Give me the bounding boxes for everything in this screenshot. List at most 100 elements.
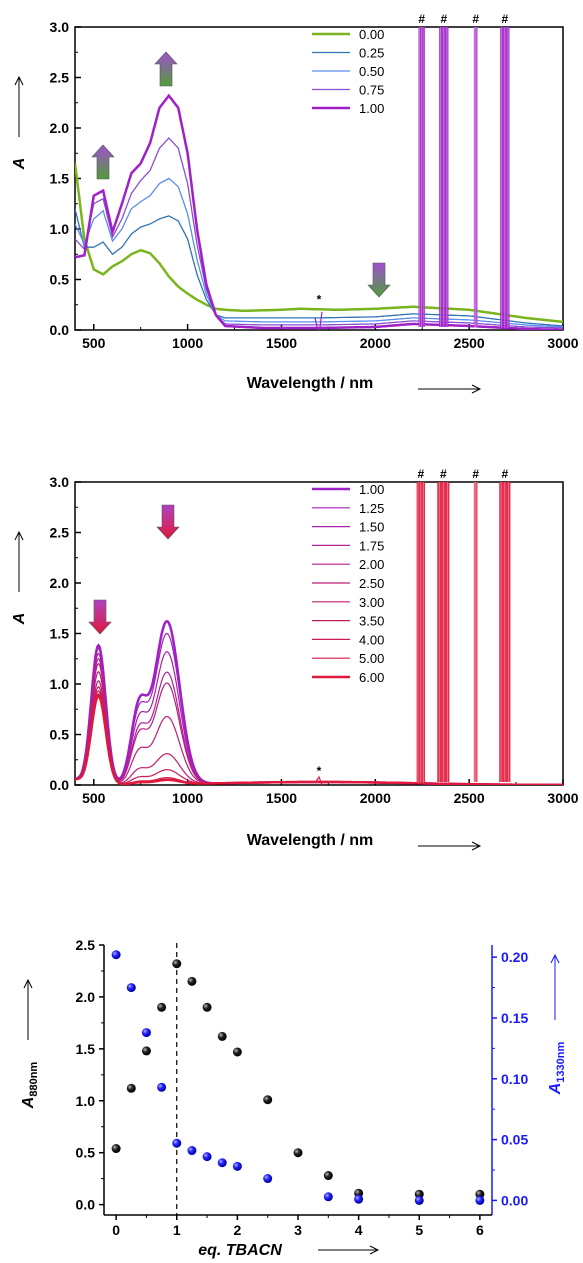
x-tick-label: 1500 bbox=[266, 790, 297, 806]
y-axis-label: A bbox=[11, 613, 28, 626]
x-tick-label: 2 bbox=[233, 1222, 241, 1238]
legend-label: 3.00 bbox=[359, 595, 384, 610]
scatter-point-a1330 bbox=[141, 1028, 151, 1038]
scatter-point-a880 bbox=[187, 976, 197, 986]
x-axis-label: Wavelength / nm bbox=[247, 375, 374, 392]
scatter-point-a1330 bbox=[111, 950, 121, 960]
y-tick-label: 1.5 bbox=[50, 626, 70, 642]
y-tick-label: 3.0 bbox=[50, 19, 70, 35]
y-tick-label: 2.5 bbox=[50, 70, 70, 86]
scatter-point-a880 bbox=[172, 959, 182, 969]
artifact-glitch bbox=[314, 311, 323, 330]
y2-tick-label: 0.20 bbox=[501, 949, 528, 965]
y-axis-label-main: A bbox=[20, 1097, 37, 1110]
scatter-point-a880 bbox=[217, 1031, 227, 1041]
x-axis-label: Wavelength / nm bbox=[247, 832, 374, 849]
x-tick-label: 2500 bbox=[454, 790, 485, 806]
x-tick-label: 3000 bbox=[547, 790, 578, 806]
scatter-point-a880 bbox=[232, 1047, 242, 1057]
y2-tick-label: 0.00 bbox=[501, 1192, 528, 1208]
scatter-point-a1330 bbox=[202, 1152, 212, 1162]
y-tick-label: 0.5 bbox=[50, 727, 70, 743]
increase-arrow-icon bbox=[154, 51, 178, 87]
y2-tick-label: 0.10 bbox=[501, 1071, 528, 1087]
x-tick-label: 2500 bbox=[454, 335, 485, 351]
scatter-point-a880 bbox=[323, 1171, 333, 1181]
x-axis-label: eq. TBACN bbox=[198, 1242, 282, 1259]
x-tick-label: 2000 bbox=[360, 335, 391, 351]
x-tick-label: 2000 bbox=[360, 790, 391, 806]
decrease-arrow-icon bbox=[88, 599, 112, 635]
scatter-point-a880 bbox=[475, 1189, 485, 1199]
y-axis-label: A880nm bbox=[20, 1062, 40, 1110]
legend-label: 1.00 bbox=[359, 482, 384, 497]
y-tick-label: 0.0 bbox=[76, 1197, 96, 1213]
y-tick-label: 3.0 bbox=[50, 474, 70, 490]
x-axis-arrow-head bbox=[471, 841, 482, 851]
legend-label: 1.25 bbox=[359, 501, 384, 516]
x-tick-label: 5 bbox=[415, 1222, 423, 1238]
y-axis-label-sub: 880nm bbox=[28, 1062, 40, 1097]
scatter-point-a1330 bbox=[217, 1158, 227, 1168]
scatter-point-a1330 bbox=[157, 1082, 167, 1092]
increase-arrow-icon bbox=[91, 144, 115, 180]
y-tick-label: 0.5 bbox=[50, 272, 70, 288]
y-tick-label: 1.0 bbox=[76, 1093, 96, 1109]
hash-annotation: # bbox=[440, 467, 447, 481]
absorbance-spectrum-panel-middle: 0.0 0.5 1.0 1.5 2.0 2.5 3.0 500 1000 1500 2000 2500… bbox=[11, 467, 579, 851]
hash-annotation: # bbox=[417, 467, 424, 481]
legend-label: 0.00 bbox=[359, 27, 384, 42]
spectrum-line-1-00 bbox=[75, 619, 563, 785]
absorbance-spectrum-panel-upper: 0.0 0.5 1.0 1.5 2.0 2.5 3.0 500 1000 1500 2000 2500… bbox=[11, 12, 579, 394]
legend-label: 5.00 bbox=[359, 651, 384, 666]
hash-annotation: # bbox=[501, 12, 508, 26]
scatter-point-a880 bbox=[126, 1083, 136, 1093]
x-axis-arrow-head bbox=[471, 384, 482, 394]
spectrum-line-1-00 bbox=[75, 93, 563, 330]
hash-annotation: # bbox=[501, 467, 508, 481]
legend-label: 1.50 bbox=[359, 520, 384, 535]
y-tick-label: 0.5 bbox=[76, 1145, 96, 1161]
y-tick-label: 1.0 bbox=[50, 676, 70, 692]
spectrum-line-6-00 bbox=[75, 694, 563, 785]
scatter-point-a880 bbox=[414, 1189, 424, 1199]
x-tick-label: 500 bbox=[82, 335, 106, 351]
legend-label: 3.50 bbox=[359, 614, 384, 629]
x-tick-label: 500 bbox=[82, 790, 106, 806]
scatter-point-a880 bbox=[263, 1095, 273, 1105]
spectrum-line-0-75 bbox=[75, 137, 563, 329]
scatter-point-a1330 bbox=[414, 1195, 424, 1205]
artifact-glitch bbox=[314, 775, 323, 785]
spectrum-line-0-25 bbox=[75, 208, 563, 327]
decrease-arrow-icon bbox=[367, 262, 391, 298]
hash-annotation: # bbox=[472, 467, 479, 481]
legend-label: 0.50 bbox=[359, 64, 384, 79]
x-tick-label: 1000 bbox=[172, 335, 203, 351]
scatter-point-a1330 bbox=[187, 1146, 197, 1156]
y2-tick-label: 0.15 bbox=[501, 1010, 528, 1026]
y-axis-arrow-head bbox=[23, 978, 33, 989]
x-tick-label: 4 bbox=[355, 1222, 363, 1238]
curves-group bbox=[75, 482, 563, 785]
scatter-point-a1330 bbox=[232, 1161, 242, 1171]
scatter-point-a880 bbox=[157, 1002, 167, 1012]
y-tick-label: 2.0 bbox=[50, 575, 70, 591]
y2-axis-label-main: A bbox=[547, 1083, 564, 1096]
scatter-point-a1330 bbox=[323, 1192, 333, 1202]
y-tick-label: 2.0 bbox=[50, 120, 70, 136]
y2-axis-label: A1330nm bbox=[547, 1042, 567, 1096]
x-tick-label: 0 bbox=[112, 1222, 120, 1238]
scatter-point-a1330 bbox=[354, 1194, 364, 1204]
hash-annotation: # bbox=[440, 12, 447, 26]
x-tick-label: 3 bbox=[294, 1222, 302, 1238]
y-axis-arrow-head bbox=[14, 530, 24, 541]
y2-tick-label: 0.05 bbox=[501, 1132, 528, 1148]
y2-axis-arrow-head bbox=[550, 953, 560, 964]
asterisk-annotation: * bbox=[317, 293, 322, 307]
scatter-point-a1330 bbox=[263, 1174, 273, 1184]
x-tick-label: 1 bbox=[173, 1222, 181, 1238]
plot-frame bbox=[74, 26, 564, 331]
decrease-arrow-icon bbox=[156, 504, 180, 540]
y-tick-label: 1.0 bbox=[50, 221, 70, 237]
